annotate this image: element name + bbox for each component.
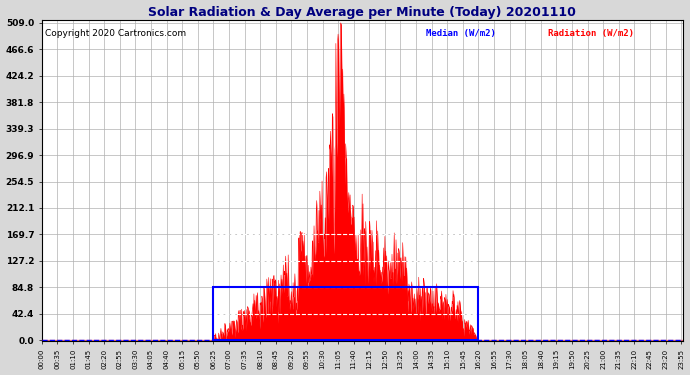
Text: Median (W/m2): Median (W/m2) <box>426 29 496 38</box>
Bar <box>213 287 478 340</box>
Text: Copyright 2020 Cartronics.com: Copyright 2020 Cartronics.com <box>45 29 186 38</box>
Text: Radiation (W/m2): Radiation (W/m2) <box>549 29 634 38</box>
Title: Solar Radiation & Day Average per Minute (Today) 20201110: Solar Radiation & Day Average per Minute… <box>148 6 576 18</box>
